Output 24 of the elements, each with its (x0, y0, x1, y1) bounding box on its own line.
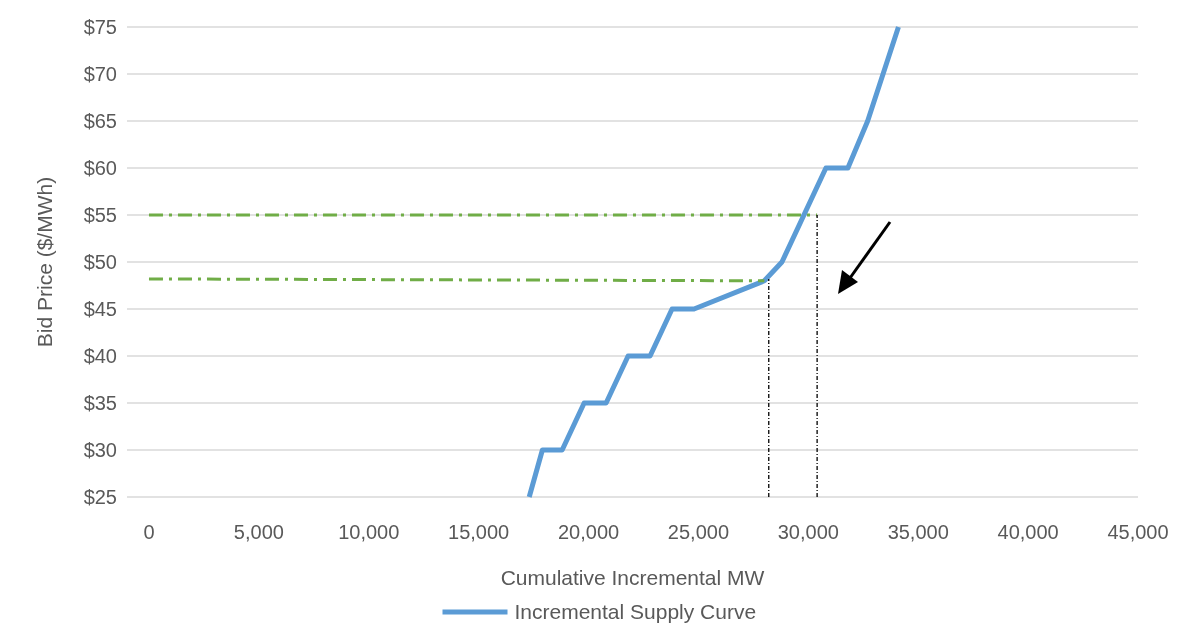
y-tick-label: $40 (83, 345, 117, 367)
x-axis-title: Cumulative Incremental MW (500, 566, 765, 589)
x-tick-label: 0 (143, 521, 155, 543)
y-tick-label: $25 (83, 486, 117, 508)
y-tick-label: $35 (83, 392, 117, 414)
y-tick-label: $70 (83, 63, 117, 85)
y-tick-label: $75 (83, 16, 117, 38)
x-tick-label: 10,000 (338, 521, 400, 543)
x-tick-label: 15,000 (448, 521, 510, 543)
y-tick-label: $65 (83, 110, 117, 132)
x-tick-label: 40,000 (997, 521, 1059, 543)
y-tick-label: $30 (83, 439, 117, 461)
y-tick-label: $55 (83, 204, 117, 226)
x-tick-label: 35,000 (887, 521, 949, 543)
x-tick-label: 45,000 (1107, 521, 1169, 543)
x-tick-label: 30,000 (777, 521, 839, 543)
y-tick-label: $50 (83, 251, 117, 273)
x-tick-label: 20,000 (557, 521, 620, 543)
x-tick-label: 5,000 (233, 521, 284, 543)
x-tick-label: 25,000 (667, 521, 730, 543)
y-axis-title: Bid Price ($/MWh) (33, 176, 56, 348)
y-tick-label: $45 (83, 298, 117, 320)
legend-label: Incremental Supply Curve (514, 600, 757, 624)
y-tick-label: $60 (83, 157, 117, 179)
